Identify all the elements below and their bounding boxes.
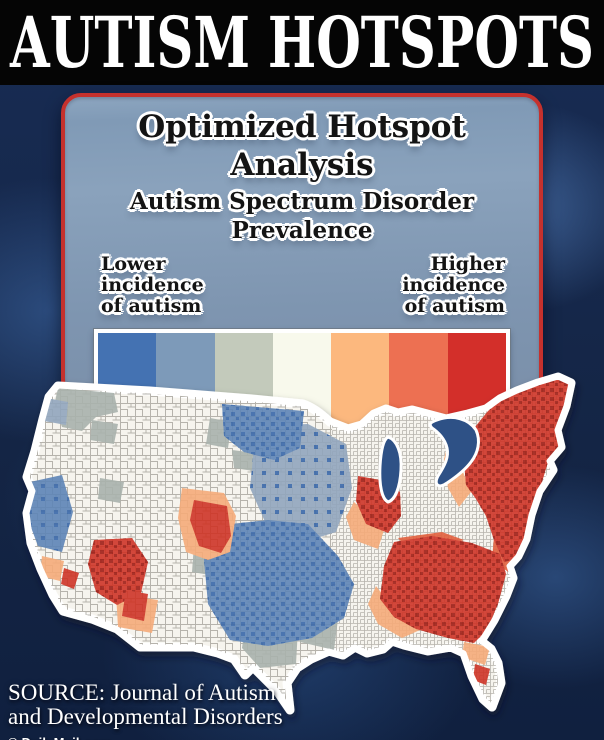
high-incidence-line3: of autism xyxy=(404,295,505,317)
low-incidence-line1: Lower xyxy=(101,253,166,275)
legend-panel: Optimized Hotspot Analysis Autism Spectr… xyxy=(61,93,543,444)
source-line1: SOURCE: Journal of Autism xyxy=(8,680,276,705)
high-incidence-line1: Higher xyxy=(430,253,505,275)
lake-michigan xyxy=(378,435,403,504)
low-incidence-line2: incidence xyxy=(101,274,204,296)
low-incidence-line3: of autism xyxy=(101,295,202,317)
legend-title: Optimized Hotspot Analysis xyxy=(138,109,466,183)
source-attribution: SOURCE: Journal of Autism and Developmen… xyxy=(8,681,283,740)
region-arizona-south xyxy=(122,590,148,621)
low-incidence-label: Lower incidence of autism xyxy=(101,254,204,317)
region-great-basin xyxy=(98,478,124,503)
page-title: AUTISM HOTSPOTS xyxy=(9,1,594,84)
scale-endpoint-labels: Lower incidence of autism Higher inciden… xyxy=(65,254,539,317)
source-line2: and Developmental Disorders xyxy=(8,704,283,729)
region-oregon-interior xyxy=(90,420,118,444)
high-incidence-line2: incidence xyxy=(402,274,505,296)
high-incidence-label: Higher incidence of autism xyxy=(402,254,505,317)
dailymail-credit: © DailyMail.com xyxy=(8,731,283,740)
masthead-bar: AUTISM HOTSPOTS xyxy=(0,0,604,85)
legend-subtitle: Autism Spectrum Disorder Prevalence xyxy=(129,188,475,244)
masthead-title-svg: AUTISM HOTSPOTS xyxy=(9,1,594,84)
lake-huron-erie xyxy=(428,415,480,488)
